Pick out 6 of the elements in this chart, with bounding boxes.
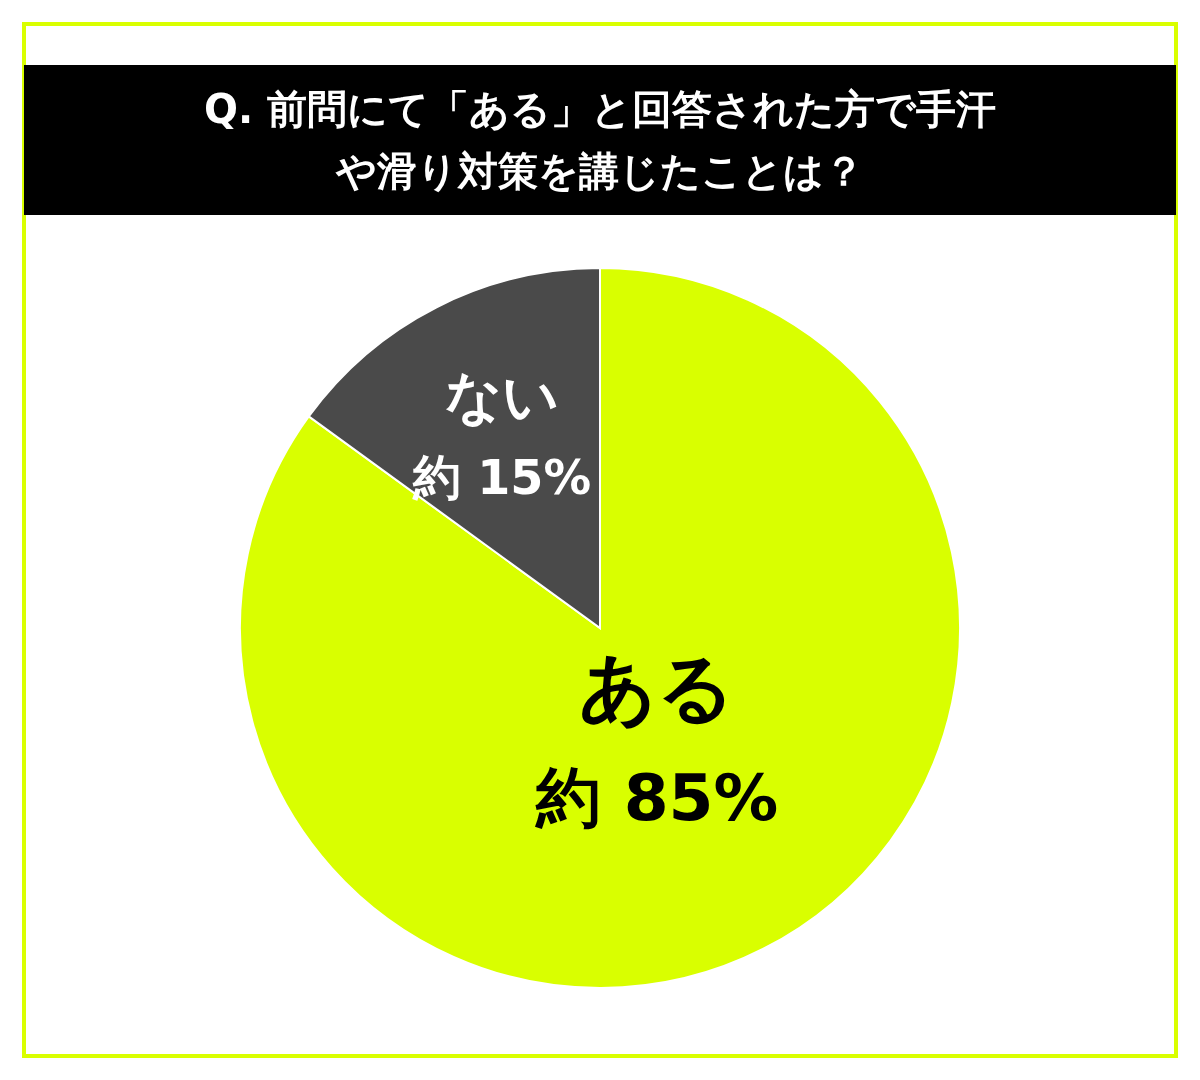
slice-label: ない (444, 363, 559, 429)
slice-label: ある (579, 642, 736, 732)
title: Q. 前問にて「ある」と回答された方で手汗や滑り対策を講じたことは？ (24, 65, 1176, 215)
data-label: 約 15% (411, 450, 592, 506)
chart-title: Q. 前問にて「ある」と回答された方で手汗や滑り対策を講じたことは？ (203, 86, 997, 194)
data-label: 約 85% (534, 759, 779, 835)
